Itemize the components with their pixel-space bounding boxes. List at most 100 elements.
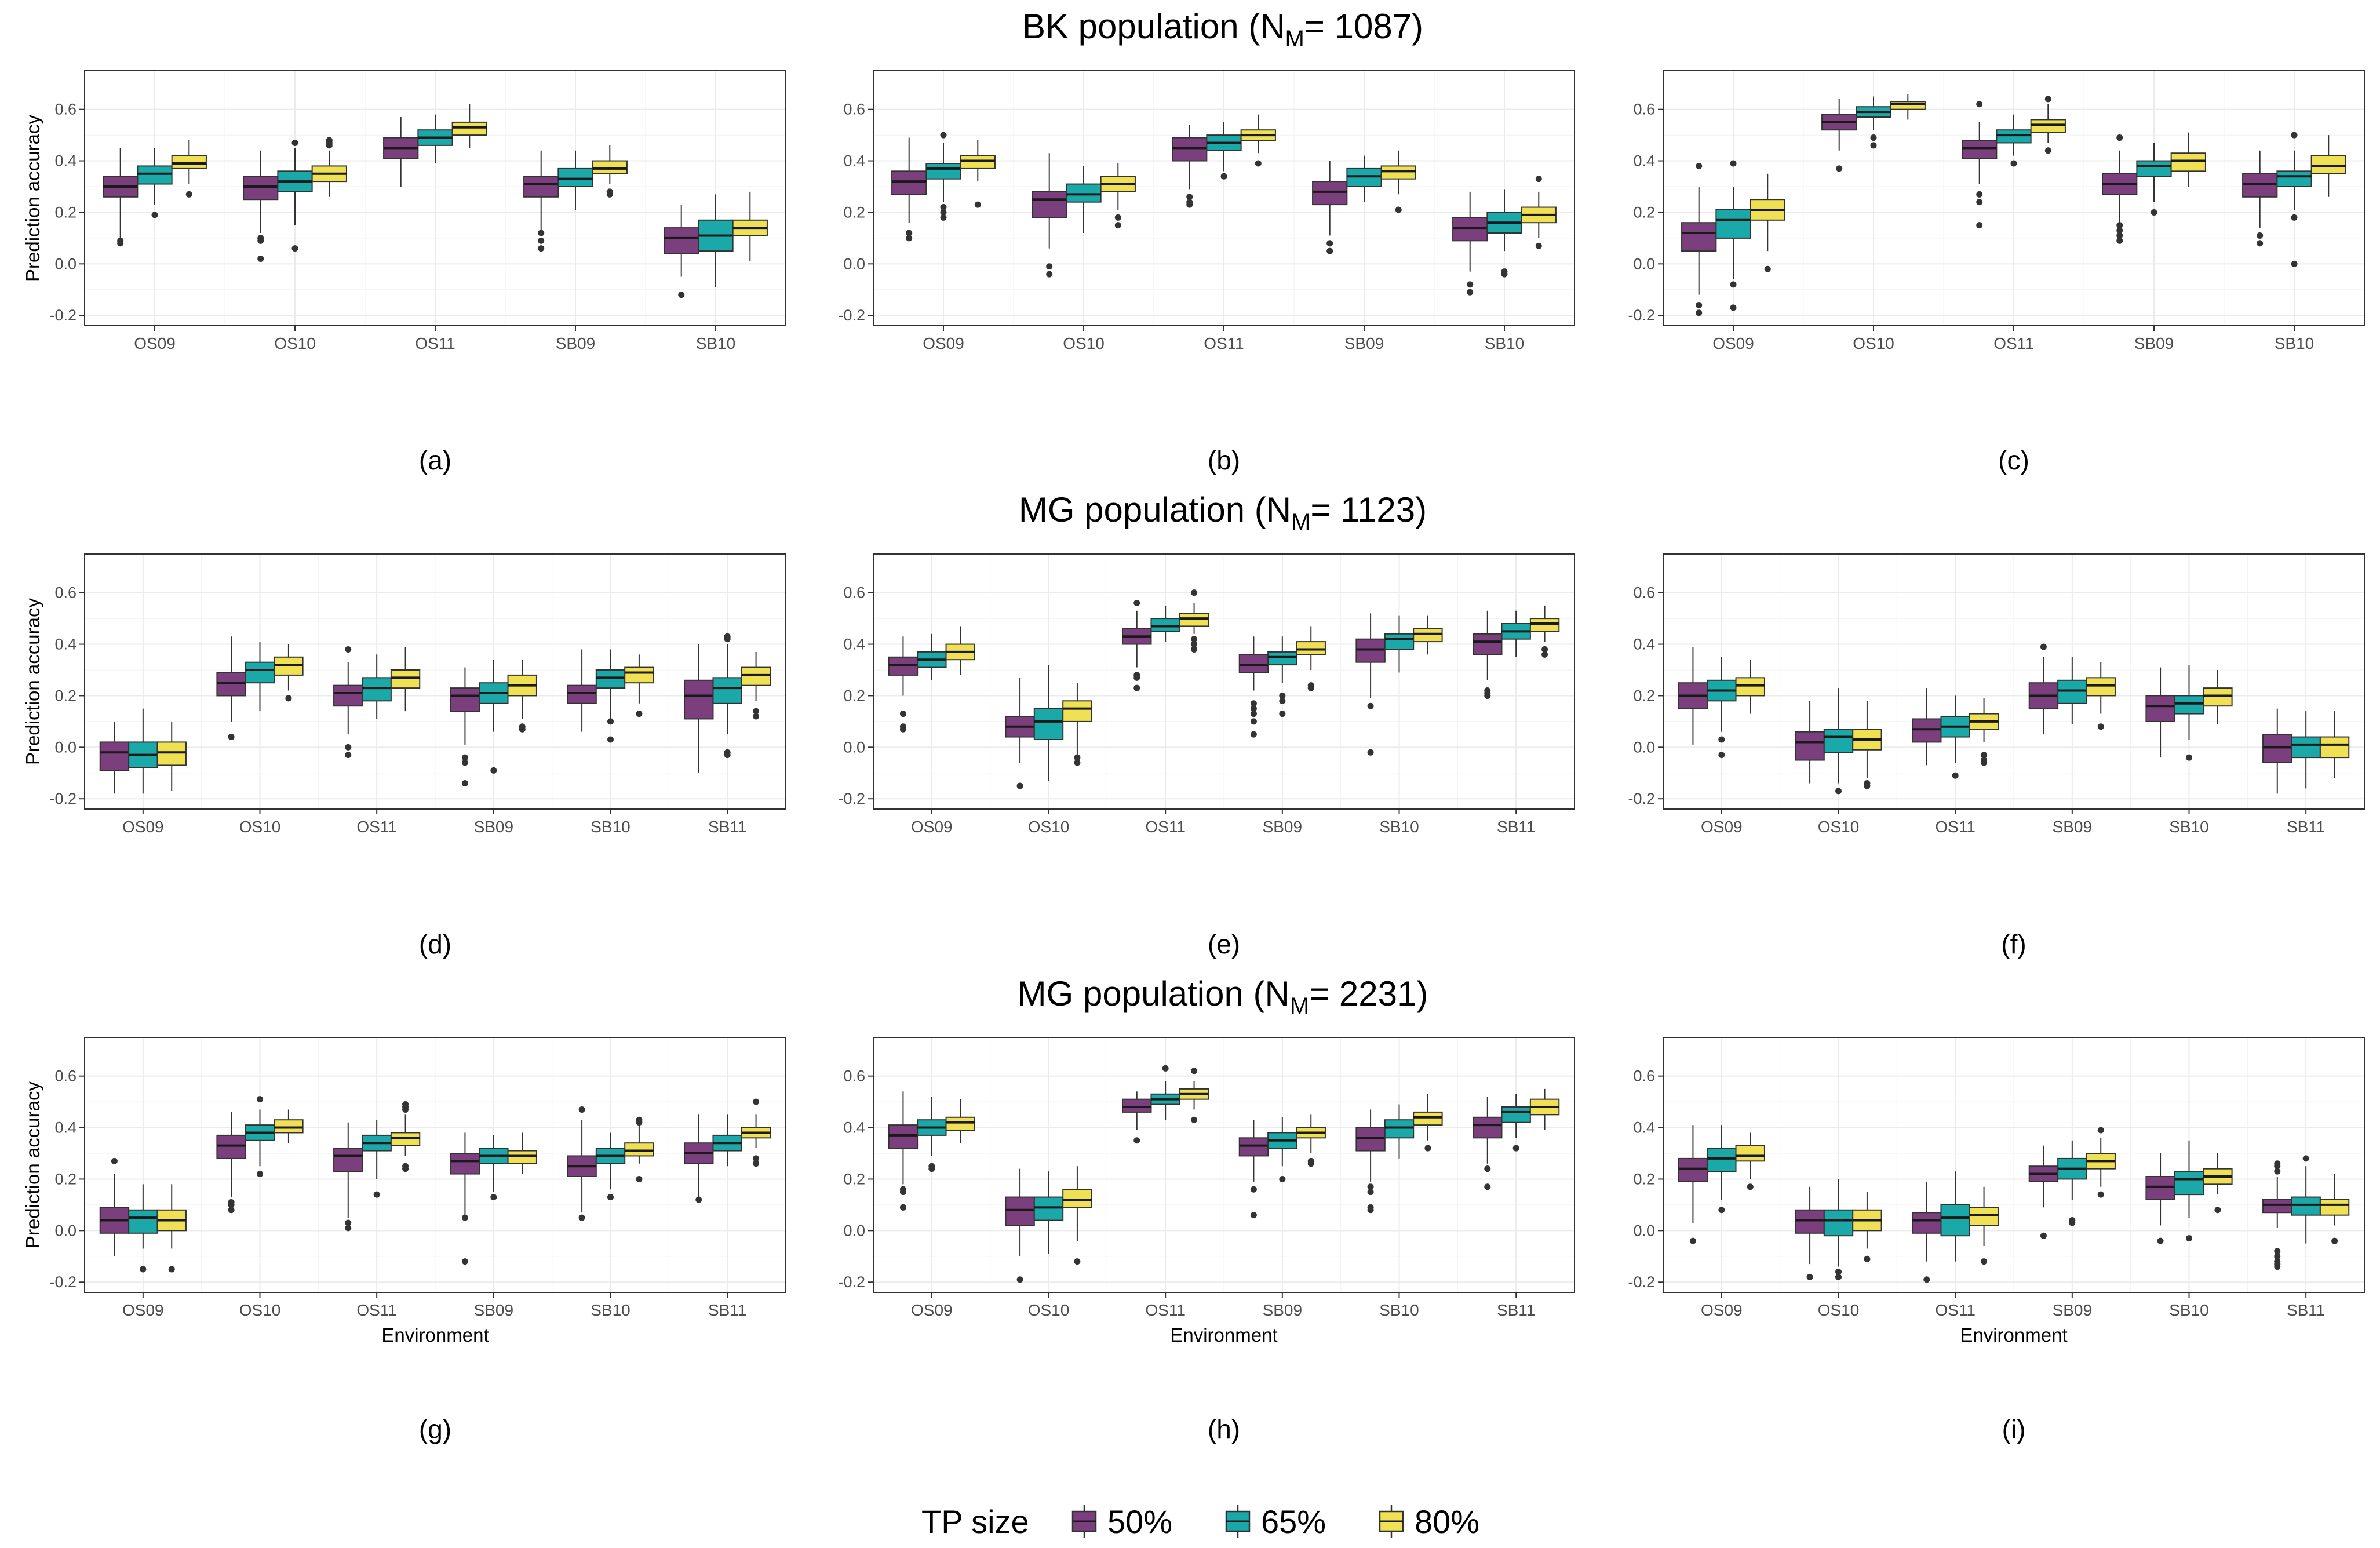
box-SB09-65% [557, 150, 593, 210]
x-tick-label: OS10 [1063, 334, 1105, 352]
panel-tag: (i) [2002, 1414, 2026, 1444]
box-SB10-50% [2242, 150, 2278, 247]
outlier-point [1114, 214, 1121, 221]
outlier-point [2116, 232, 2123, 239]
box-iqr [2170, 152, 2206, 172]
box-OS10-50% [243, 150, 279, 262]
box-iqr [1735, 677, 1765, 697]
box-iqr [891, 170, 927, 195]
box-SB10-80% [624, 654, 654, 717]
outlier-point [1279, 697, 1286, 704]
box-iqr [1033, 708, 1064, 740]
box-iqr [624, 666, 654, 684]
box-SB10-80% [624, 1116, 654, 1182]
x-tick-label: OS10 [1818, 1301, 1860, 1319]
y-tick-label: 0.6 [54, 101, 76, 118]
box-SB09-80% [1296, 1114, 1326, 1167]
outlier-point [257, 1096, 263, 1103]
y-tick-label: -0.2 [1628, 307, 1655, 324]
box-OS09-65% [917, 1097, 947, 1172]
panel-border [1663, 1037, 2365, 1293]
y-tick-label: -0.2 [1628, 790, 1655, 807]
box-SB10-80% [2203, 670, 2233, 724]
outlier-point [1730, 281, 1737, 288]
box-iqr [2310, 155, 2346, 174]
box-iqr [128, 1209, 158, 1234]
box-OS11-50% [1172, 125, 1208, 208]
outlier-point [2302, 1155, 2309, 1162]
outlier-point [2291, 132, 2298, 139]
outlier-point [1326, 240, 1333, 247]
x-axis-title: Environment [1960, 1324, 2067, 1346]
box-OS11-80% [1179, 589, 1209, 653]
box-SB09-80% [2086, 1127, 2116, 1198]
box-SB10-50% [567, 1106, 597, 1221]
box-iqr [137, 165, 173, 185]
outlier-point [906, 230, 913, 236]
panel-d: -0.2 0.0 0.2 0.4 0.6 OS09 OS10 OS11 SB09 SB10 SB11… [22, 553, 786, 959]
box-OS11-80% [451, 104, 487, 148]
box-OS09-65% [1707, 657, 1737, 759]
outlier-point [326, 137, 333, 144]
box-OS09-50% [103, 148, 139, 247]
outlier-point [753, 1098, 760, 1105]
outlier-point [1250, 1186, 1257, 1193]
box-OS09-50% [99, 1157, 130, 1256]
x-tick-label: SB10 [2275, 334, 2315, 352]
outlier-point [1016, 1276, 1023, 1283]
outlier-point [168, 1266, 175, 1273]
y-tick-label: 0.0 [843, 1222, 865, 1239]
panel-i: -0.2 0.0 0.2 0.4 0.6 OS09 OS10 OS11 SB09 SB10 SB11… [1628, 1037, 2365, 1444]
x-tick-label: SB10 [591, 1301, 630, 1319]
box-OS11-80% [1969, 1186, 1999, 1265]
box-iqr [450, 687, 480, 712]
box-SB10-50% [1355, 613, 1386, 756]
box-OS10-65% [1066, 166, 1102, 233]
box-OS11-65% [362, 1120, 392, 1198]
panel-tag: (f) [2001, 929, 2026, 959]
outlier-point [1718, 1207, 1725, 1214]
outlier-point [2257, 240, 2264, 247]
x-tick-label: OS09 [1712, 334, 1754, 352]
outlier-point [906, 235, 913, 242]
box-OS11-80% [390, 1101, 421, 1172]
box-iqr [2086, 677, 2116, 697]
outlier-point [695, 1196, 702, 1203]
box-iqr [2262, 734, 2292, 763]
box-iqr [1172, 137, 1208, 162]
legend-keys: 50% 65% 80% [1071, 1503, 1479, 1540]
x-tick-label: SB11 [708, 818, 746, 836]
box-iqr [888, 656, 919, 676]
box-iqr [333, 684, 363, 707]
outlier-point [753, 1155, 760, 1162]
box-SB09-65% [2136, 143, 2172, 216]
box-OS11-50% [333, 646, 363, 759]
outlier-point [1074, 1258, 1081, 1265]
box-SB09-80% [592, 145, 628, 198]
panel-tag: (e) [1208, 929, 1240, 959]
box-iqr [2276, 170, 2312, 188]
outlier-point [636, 711, 643, 717]
outlier-point [606, 188, 613, 195]
y-tick-label: 0.6 [54, 1068, 76, 1085]
box-OS09-65% [917, 633, 947, 680]
box-SB11-80% [1529, 605, 1560, 658]
outlier-point [636, 1116, 643, 1123]
box-iqr [1823, 729, 1854, 753]
box-iqr [2262, 1199, 2292, 1214]
box-iqr [1678, 1157, 1708, 1182]
row-title-bk-1087: BK population (NM= 1087) [1022, 7, 1423, 52]
x-tick-label: SB10 [1485, 334, 1525, 352]
box-iqr [216, 672, 246, 697]
box-iqr [888, 1124, 919, 1149]
box-OS11-80% [1969, 698, 1999, 766]
x-tick-label: OS11 [415, 334, 455, 352]
y-tick-label: 0.0 [843, 255, 865, 272]
outlier-point [1133, 684, 1140, 691]
outlier-point [2274, 1160, 2281, 1167]
box-OS10-80% [1100, 163, 1136, 229]
x-tick-label: OS09 [911, 1301, 953, 1319]
x-tick-label: OS10 [1028, 818, 1070, 836]
box-OS10-65% [277, 139, 313, 252]
outlier-point [2274, 1248, 2281, 1255]
